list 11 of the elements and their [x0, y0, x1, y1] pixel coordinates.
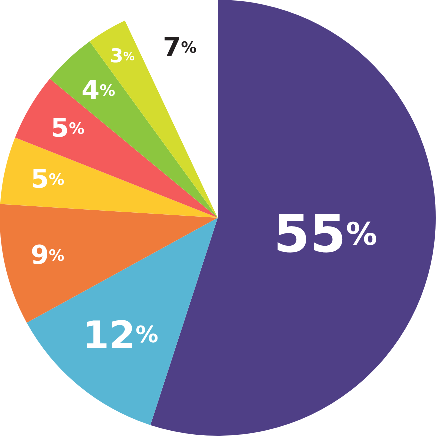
data-label: 12% — [82, 314, 159, 358]
pie-slice — [15, 79, 218, 218]
data-label: 9% — [30, 241, 66, 272]
pie-slice — [26, 218, 218, 426]
data-label: 4% — [82, 76, 116, 106]
data-label: 3% — [110, 46, 136, 68]
data-label: 5% — [51, 114, 86, 144]
pie-slice — [0, 138, 218, 218]
data-label: 5% — [30, 164, 66, 195]
data-label: 7% — [163, 32, 198, 63]
data-label: 55% — [274, 205, 378, 266]
